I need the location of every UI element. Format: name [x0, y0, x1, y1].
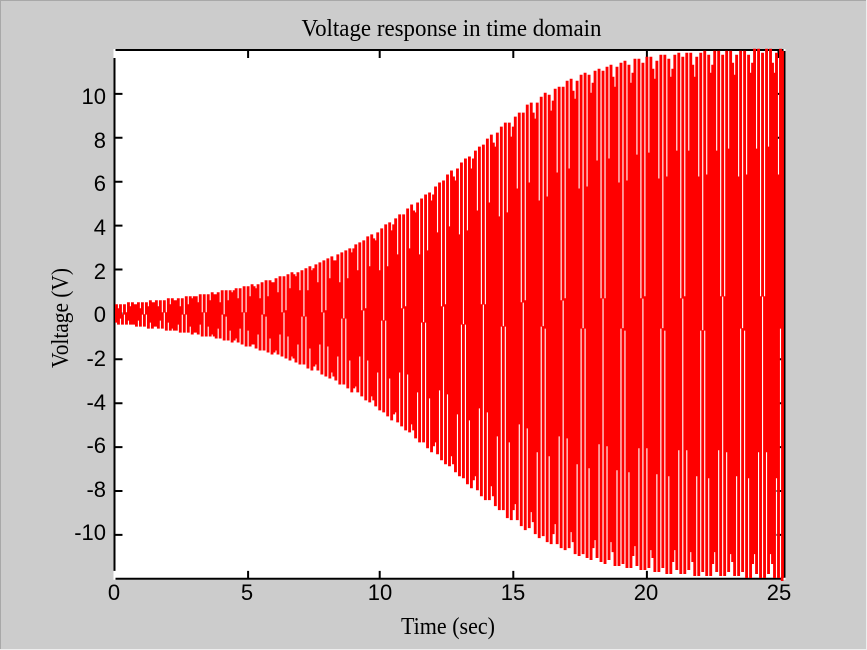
- svg-text:25: 25: [767, 580, 791, 605]
- svg-text:10: 10: [368, 580, 392, 605]
- svg-text:8: 8: [94, 128, 106, 153]
- svg-text:-8: -8: [86, 477, 106, 502]
- svg-text:2: 2: [94, 259, 106, 284]
- svg-text:Voltage response in time domai: Voltage response in time domain: [302, 16, 602, 42]
- svg-text:5: 5: [241, 580, 253, 605]
- svg-text:0: 0: [108, 580, 120, 605]
- svg-text:-2: -2: [86, 346, 106, 371]
- svg-text:6: 6: [94, 171, 106, 196]
- svg-text:-6: -6: [86, 433, 106, 458]
- svg-text:10: 10: [82, 84, 106, 109]
- svg-text:15: 15: [501, 580, 525, 605]
- svg-text:-10: -10: [74, 520, 106, 545]
- svg-text:Time (sec): Time (sec): [401, 614, 495, 640]
- svg-text:-4: -4: [86, 390, 106, 415]
- svg-text:0: 0: [94, 302, 106, 327]
- svg-text:4: 4: [94, 215, 106, 240]
- svg-text:Voltage (V): Voltage (V): [48, 268, 74, 368]
- svg-text:20: 20: [634, 580, 658, 605]
